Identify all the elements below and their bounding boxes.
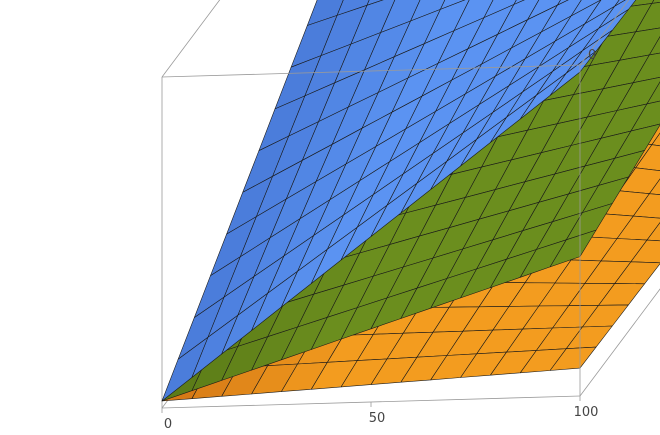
- y-tick-label: 0: [588, 48, 596, 63]
- box-edge-right-bottom: [579, 288, 660, 397]
- x-tick-label: 0: [164, 417, 172, 432]
- surface-2-cell: [646, 81, 660, 105]
- axis-ticks: 0501000100200300400−2002040: [161, 48, 599, 432]
- surface-3: [161, 0, 637, 402]
- y-tick-mark: [579, 62, 586, 66]
- surface-3-cell: [549, 50, 597, 96]
- surface-1-cell: [651, 132, 660, 147]
- surface-1-cell: [549, 346, 597, 371]
- box-edge-top-right: [579, 0, 630, 66]
- x-tick-label: 50: [369, 411, 386, 426]
- surface-2-cell: [649, 36, 660, 56]
- surface-1-cell: [649, 178, 660, 196]
- surface-1-cell: [646, 222, 660, 242]
- box-edge-top-left: [161, 0, 221, 78]
- x-tick-label: 100: [574, 405, 599, 420]
- surfaces: [161, 0, 660, 402]
- box-edge-top-front: [161, 64, 581, 78]
- surface-2-cell: [549, 229, 597, 268]
